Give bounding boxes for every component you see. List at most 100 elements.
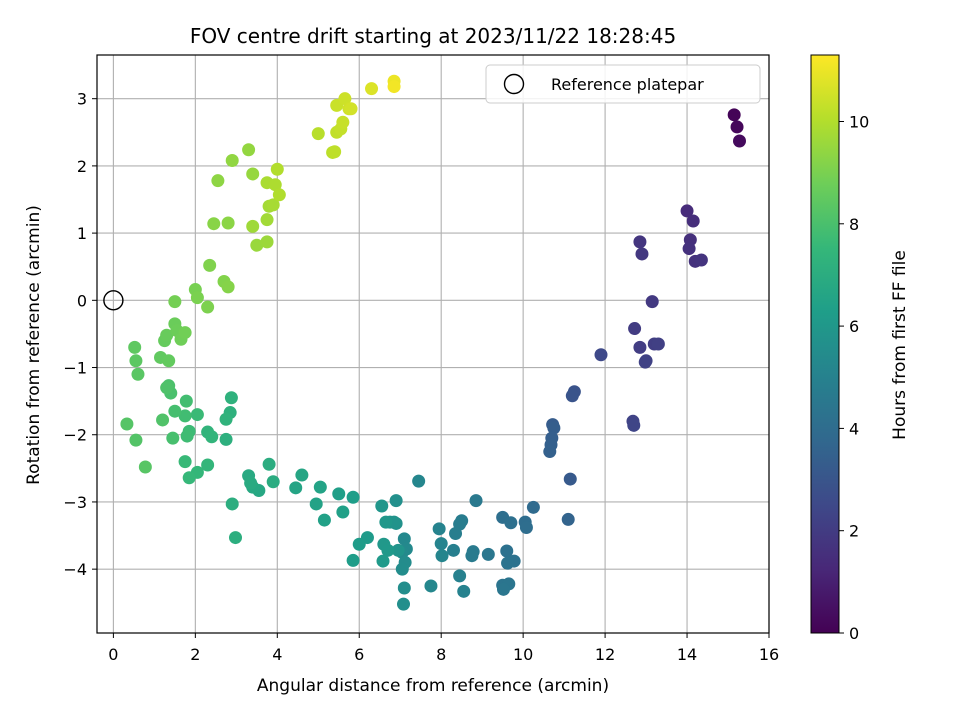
data-point: [352, 537, 366, 551]
data-point: [219, 432, 233, 446]
data-point: [519, 520, 533, 534]
data-point: [289, 481, 303, 495]
legend-box: [485, 64, 761, 104]
data-point: [732, 134, 746, 148]
data-point: [332, 487, 346, 501]
data-point: [129, 433, 143, 447]
data-point: [396, 597, 410, 611]
data-point: [244, 476, 258, 490]
plot-frame: [96, 54, 770, 634]
data-point: [628, 322, 642, 336]
data-point: [211, 174, 225, 188]
data-point: [387, 80, 401, 94]
y-axis-label: Rotation from reference (arcmin): [24, 205, 44, 485]
data-point: [395, 562, 409, 576]
colorbar-tick-label: 6: [849, 317, 859, 336]
data-point: [465, 549, 479, 563]
data-point: [680, 204, 694, 218]
data-point: [434, 537, 448, 551]
data-point: [336, 505, 350, 519]
data-point: [180, 429, 194, 443]
data-point: [457, 584, 471, 598]
data-point: [389, 494, 403, 508]
data-point: [412, 474, 426, 488]
data-point: [168, 295, 182, 309]
x-tick-label: 14: [677, 645, 697, 664]
data-point: [375, 499, 389, 513]
data-point: [504, 516, 518, 530]
data-point: [336, 115, 350, 129]
data-point: [166, 431, 180, 445]
y-tick-label: 1: [77, 224, 87, 243]
data-point: [346, 490, 360, 504]
data-point: [543, 445, 557, 459]
data-point: [178, 326, 192, 340]
x-tick-label: 12: [595, 645, 615, 664]
data-point: [311, 127, 325, 141]
data-point: [178, 455, 192, 469]
data-point: [205, 430, 219, 444]
y-tick-label: −3: [63, 493, 87, 512]
y-tick-label: −4: [63, 560, 87, 579]
data-point: [627, 418, 641, 432]
data-point: [162, 354, 176, 368]
data-point: [633, 235, 647, 249]
data-point: [730, 120, 744, 134]
x-tick-label: 16: [759, 645, 779, 664]
y-tick-label: −1: [63, 359, 87, 378]
data-point: [246, 219, 260, 233]
data-point: [128, 340, 142, 354]
colorbar-tick-label: 0: [849, 624, 859, 643]
data-point: [201, 300, 215, 314]
chart-title: FOV centre drift starting at 2023/11/22 …: [190, 24, 676, 48]
x-tick-label: 8: [436, 645, 446, 664]
data-point: [270, 162, 284, 176]
colorbar-tick-label: 4: [849, 419, 859, 438]
data-point: [224, 391, 238, 405]
colorbar-tick-label: 8: [849, 215, 859, 234]
data-point: [317, 513, 331, 527]
data-point: [565, 389, 579, 403]
plot-points: [103, 74, 746, 611]
y-tick-label: −2: [63, 426, 87, 445]
data-point: [328, 145, 342, 159]
data-point: [219, 412, 233, 426]
colorbar: 0 2 4 6 8 10 Hours from first FF file: [810, 54, 910, 643]
data-point: [313, 480, 327, 494]
x-tick-label: 6: [354, 645, 364, 664]
data-point: [496, 582, 510, 596]
data-point: [309, 497, 323, 511]
data-point: [633, 340, 647, 354]
data-point: [381, 543, 395, 557]
colorbar-bar: [810, 54, 840, 634]
data-point: [563, 472, 577, 486]
legend-label: Reference platepar: [551, 75, 704, 94]
data-point: [179, 394, 193, 408]
x-tick-label: 2: [190, 645, 200, 664]
data-point: [638, 355, 652, 369]
x-tick-label: 0: [108, 645, 118, 664]
data-point: [446, 543, 460, 557]
data-point: [651, 337, 665, 351]
reference-platepar-marker: [103, 290, 124, 311]
x-axis-label: Angular distance from reference (arcmin): [257, 676, 609, 696]
data-point: [182, 471, 196, 485]
data-point: [225, 497, 239, 511]
legend: Reference platepar: [485, 64, 761, 104]
data-point: [561, 512, 575, 526]
data-point: [190, 291, 204, 305]
data-point: [156, 413, 170, 427]
data-point: [178, 409, 192, 423]
data-point: [686, 214, 700, 228]
y-axis-ticks: −4 −3 −2 −1 0 1 2 3: [63, 90, 97, 579]
data-point: [365, 82, 379, 96]
data-point: [500, 544, 514, 558]
data-point: [481, 547, 495, 561]
data-point: [594, 348, 608, 362]
colorbar-tick-label: 2: [849, 522, 859, 541]
data-point: [242, 143, 256, 157]
y-tick-label: 3: [77, 90, 87, 109]
data-point: [221, 280, 235, 294]
data-point: [424, 579, 438, 593]
